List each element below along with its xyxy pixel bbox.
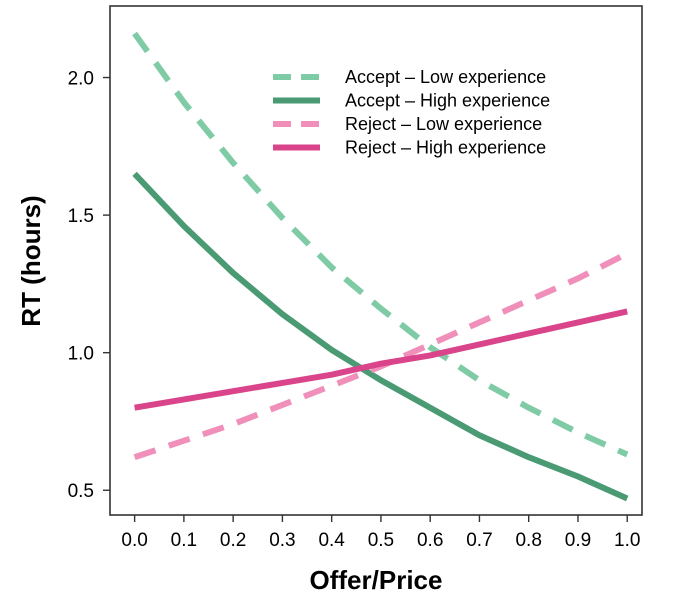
- x-tick-label: 0.0: [121, 530, 147, 551]
- x-axis: 0.0 0.1 0.2 0.3 0.4 0.5 0.6 0.7 0.8 0.9 1.0: [121, 515, 640, 551]
- legend-label-accept-low: Accept – Low experience: [345, 67, 546, 87]
- legend-label-reject-low: Reject – Low experience: [345, 114, 542, 134]
- y-tick-label: 0.5: [68, 481, 94, 502]
- plot-frame: [109, 5, 643, 516]
- x-tick-label: 0.5: [368, 530, 394, 551]
- x-tick-label: 0.8: [515, 530, 541, 551]
- x-tick-label: 0.4: [318, 530, 345, 551]
- series-line-accept-low: [132, 31, 629, 458]
- x-tick-label: 0.7: [466, 530, 492, 551]
- series-line-accept-high: [132, 171, 629, 502]
- legend-label-accept-high: Accept – High experience: [345, 91, 550, 111]
- x-axis-title: Offer/Price: [310, 565, 443, 595]
- y-tick-label: 2.0: [68, 69, 94, 90]
- legend: Accept – Low experience Accept – High exp…: [273, 67, 550, 158]
- y-axis-title: RT (hours): [16, 195, 46, 326]
- x-tick-label: 0.2: [220, 530, 246, 551]
- y-axis: 0.5 1.0 1.5 2.0: [68, 69, 110, 502]
- legend-label-reject-high: Reject – High experience: [345, 138, 546, 158]
- series-line-reject-low: [133, 250, 629, 461]
- x-tick-label: 0.6: [417, 530, 443, 551]
- y-tick-label: 1.0: [68, 344, 94, 365]
- x-tick-label: 0.3: [269, 530, 295, 551]
- series-line-reject-high: [134, 308, 628, 411]
- x-tick-label: 0.9: [565, 530, 591, 551]
- y-tick-label: 1.5: [68, 206, 94, 227]
- x-tick-label: 0.1: [171, 530, 197, 551]
- series-layer: [132, 31, 629, 502]
- x-tick-label: 1.0: [614, 530, 640, 551]
